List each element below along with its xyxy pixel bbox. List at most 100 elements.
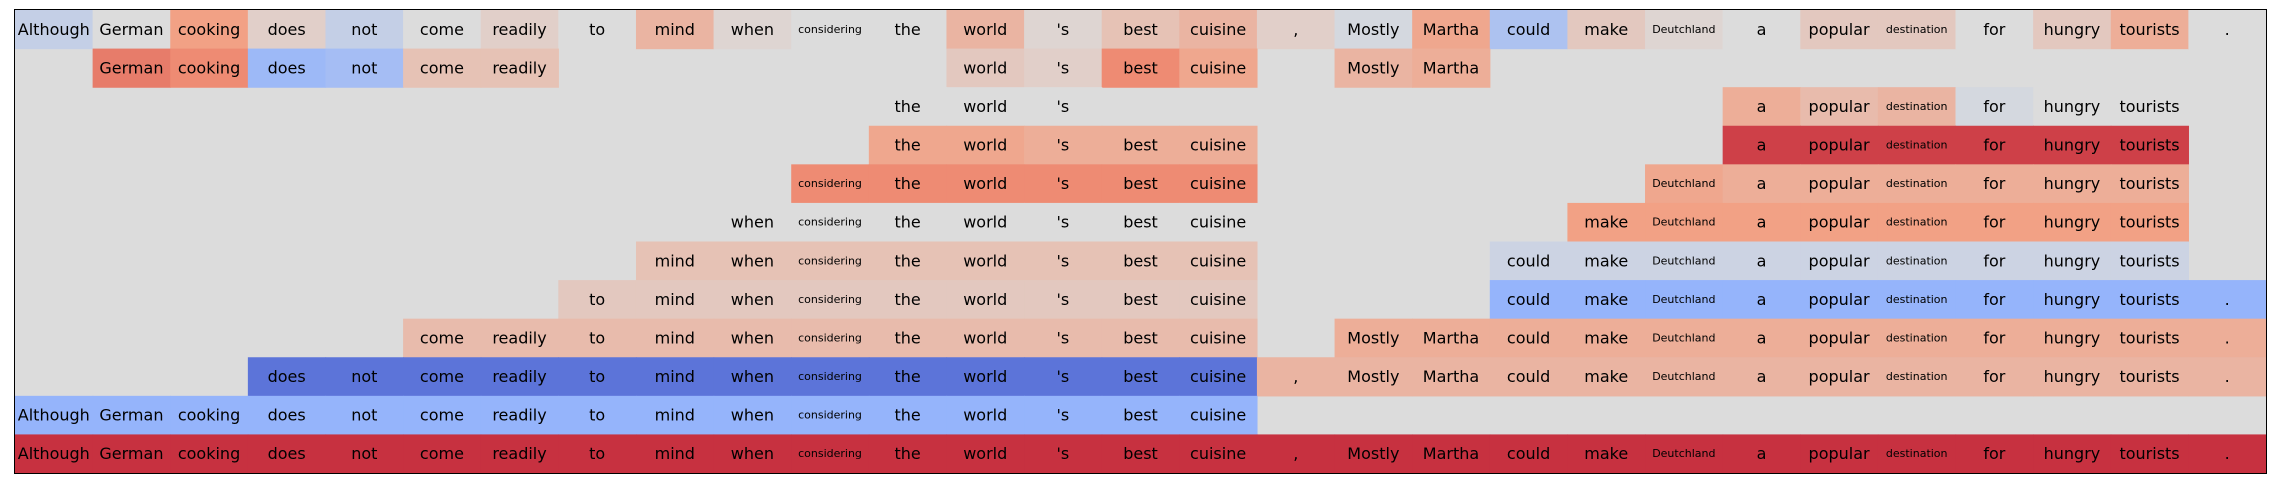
heatmap-cell: [480, 434, 559, 474]
heatmap-cell: [791, 241, 870, 281]
heatmap-cell: [2110, 10, 2189, 50]
token-label: destination: [1886, 100, 1948, 113]
token-label: Martha: [1423, 444, 1479, 463]
heatmap-cell: [2033, 318, 2112, 358]
token-label: readily: [492, 58, 546, 77]
token-label: considering: [798, 254, 862, 267]
token-label: considering: [798, 216, 862, 229]
heatmap-cell: [247, 395, 327, 436]
heatmap-cell: [2110, 318, 2189, 358]
token-label: popular: [1809, 328, 1870, 347]
heatmap-cell: [2033, 434, 2112, 474]
heatmap-cell: [558, 357, 637, 397]
heatmap-cell: [1024, 357, 1103, 397]
token-label: Deutchland: [1652, 23, 1715, 36]
heatmap-cell: [1955, 125, 2034, 165]
token-label: best: [1123, 328, 1158, 347]
heatmap-cell: [558, 395, 637, 436]
token-label: tourists: [2119, 213, 2179, 232]
heatmap-cell: [1101, 202, 1180, 243]
heatmap-cell: [791, 434, 870, 474]
token-label: not: [351, 58, 377, 77]
heatmap-cell: [1334, 318, 1413, 358]
token-label: make: [1584, 444, 1628, 463]
heatmap-cell: [868, 280, 948, 320]
heatmap-cell: [2188, 434, 2267, 474]
token-label: make: [1584, 251, 1628, 270]
token-label: Mostly: [1347, 444, 1399, 463]
heatmap-token-labels: Although German cooking does not come readily t…: [18, 20, 2230, 463]
heatmap-cell: [1800, 434, 1879, 474]
plot-frame: [14, 9, 2267, 474]
token-label: a: [1757, 136, 1767, 155]
token-label: does: [268, 20, 306, 39]
token-label: when: [731, 251, 774, 270]
heatmap-cell: [2110, 280, 2189, 320]
token-label: to: [589, 290, 605, 309]
token-label: a: [1757, 174, 1767, 193]
heatmap-cell: [791, 395, 870, 436]
heatmap-cell: [1877, 125, 1957, 165]
heatmap-cell: [1179, 434, 1258, 474]
heatmap-cell: [92, 395, 171, 436]
heatmap-cell: [403, 318, 482, 358]
token-label: world: [963, 97, 1007, 116]
token-label: destination: [1886, 216, 1948, 229]
heatmap-cell: [868, 164, 948, 204]
heatmap-cell: [791, 10, 870, 50]
heatmap-cell: [1567, 280, 1646, 320]
token-label: to: [589, 328, 605, 347]
heatmap-cell: [1955, 280, 2034, 320]
heatmap-cell: [1645, 318, 1724, 358]
heatmap-cell: [92, 434, 171, 474]
heatmap-cell: [247, 10, 327, 50]
token-label: 's: [1057, 251, 1070, 270]
token-label: for: [1983, 328, 2005, 347]
heatmap-cell: [325, 48, 404, 88]
token-label: world: [963, 444, 1007, 463]
heatmap-cell: [1101, 395, 1180, 436]
token-label: cooking: [178, 58, 240, 77]
heatmap-cell: [1179, 241, 1258, 281]
token-label: best: [1123, 444, 1158, 463]
token-label: 's: [1057, 58, 1070, 77]
token-label: does: [268, 444, 306, 463]
token-label: .: [2225, 367, 2230, 386]
heatmap-cell: [92, 48, 171, 88]
heatmap-cell: [1567, 434, 1646, 474]
heatmap-cell: [1256, 10, 1336, 50]
token-label: cuisine: [1190, 444, 1246, 463]
heatmap-cell: [946, 241, 1025, 281]
token-label: popular: [1809, 290, 1870, 309]
heatmap-cell: [1722, 241, 1801, 281]
heatmap-cell: [1024, 87, 1103, 127]
token-label: cuisine: [1190, 290, 1246, 309]
token-label: the: [895, 406, 921, 425]
heatmap-cell: [1489, 280, 1569, 320]
heatmap-cell: [2188, 10, 2267, 50]
heatmap-cell: [2033, 125, 2112, 165]
token-label: destination: [1886, 23, 1948, 36]
heatmap-cell: [2110, 357, 2189, 397]
heatmap-cell: [868, 434, 948, 474]
heatmap-cell: [1645, 357, 1724, 397]
token-label: could: [1507, 367, 1550, 386]
heatmap-cell: [325, 10, 404, 50]
heatmap-cell: [15, 434, 94, 474]
heatmap-cell: [635, 318, 715, 358]
heatmap-cell: [1179, 395, 1258, 436]
token-label: 's: [1057, 213, 1070, 232]
heatmap-cell: [1412, 10, 1491, 50]
token-label: tourists: [2119, 174, 2179, 193]
token-label: ,: [1293, 20, 1298, 39]
heatmap-cell: [1645, 434, 1724, 474]
token-label: 's: [1057, 97, 1070, 116]
token-label: make: [1584, 213, 1628, 232]
heatmap-cell: [1645, 164, 1724, 204]
heatmap-cell: [1024, 434, 1103, 474]
heatmap-cell: [1955, 202, 2034, 243]
heatmap-cell: [713, 280, 792, 320]
heatmap-cell: [635, 10, 715, 50]
heatmap-cell: [1955, 434, 2034, 474]
heatmap-cell: [2033, 202, 2112, 243]
